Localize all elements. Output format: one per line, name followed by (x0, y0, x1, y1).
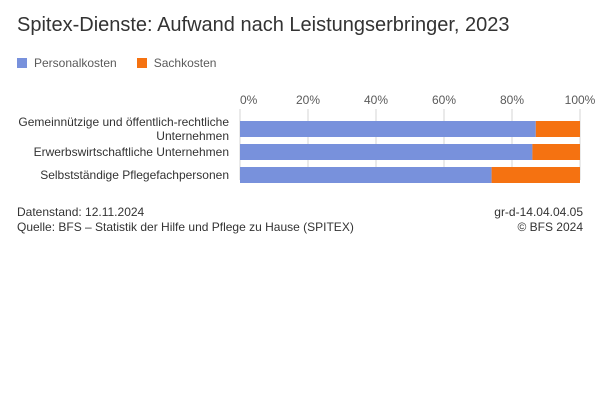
category-label: Erwerbswirtschaftliche Unternehmen (34, 145, 229, 159)
chart-code: gr-d-14.04.04.05 (494, 205, 583, 219)
category-label: Unternehmen (156, 129, 229, 143)
x-tick-label: 60% (432, 93, 456, 107)
bar-sachkosten-2[interactable] (491, 167, 580, 183)
bar-chart: 0% 20% 40% 60% 80% 100% Gemeinnützige und öffe… (18, 93, 596, 183)
bar-personalkosten-1[interactable] (240, 144, 533, 160)
bar-sachkosten-0[interactable] (535, 121, 580, 137)
data-source: Quelle: BFS – Statistik der Hilfe und Pf… (17, 220, 354, 234)
legend-item-sachkosten[interactable]: Sachkosten (136, 56, 217, 70)
x-tick-label: 80% (500, 93, 524, 107)
bar-personalkosten-2[interactable] (240, 167, 492, 183)
category-label: Selbstständige Pflegefachpersonen (40, 168, 229, 182)
legend-label-personalkosten: Personalkosten (34, 56, 117, 70)
bar-personalkosten-0[interactable] (240, 121, 536, 137)
bar-sachkosten-1[interactable] (532, 144, 580, 160)
legend-swatch-personalkosten (17, 58, 27, 68)
x-tick-label: 20% (296, 93, 320, 107)
legend-item-personalkosten[interactable]: Personalkosten (17, 56, 117, 70)
data-date: Datenstand: 12.11.2024 (17, 205, 145, 219)
legend-label-sachkosten: Sachkosten (153, 56, 217, 70)
legend: Personalkosten Sachkosten (17, 56, 236, 70)
x-tick-label: 100% (565, 93, 596, 107)
category-label: Gemeinnützige und öffentlich-rechtliche (18, 115, 229, 129)
chart-title: Spitex-Dienste: Aufwand nach Leistungser… (17, 14, 510, 36)
copyright: © BFS 2024 (517, 220, 583, 234)
x-tick-label: 0% (240, 93, 258, 107)
x-tick-label: 40% (364, 93, 388, 107)
legend-swatch-sachkosten (136, 58, 147, 68)
